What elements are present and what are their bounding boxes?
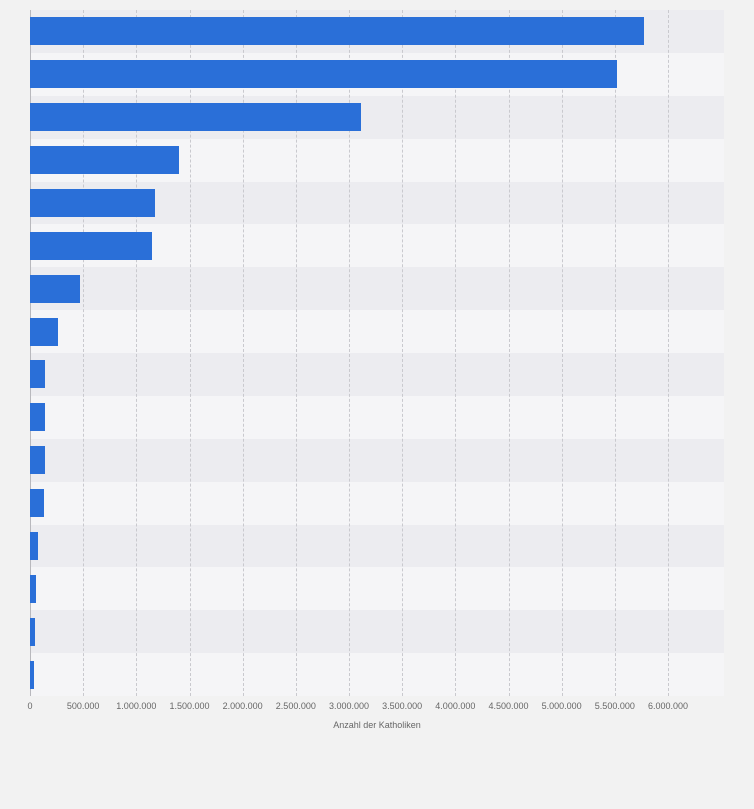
bar[interactable] — [30, 531, 38, 560]
x-tick-label: 2.000.000 — [222, 701, 263, 711]
bar[interactable] — [30, 489, 44, 518]
bar[interactable] — [30, 574, 36, 603]
x-tick-label: 1.500.000 — [169, 701, 210, 711]
x-tick-label: 500.000 — [66, 701, 100, 711]
gridlines — [30, 10, 724, 696]
x-tick-label: 4.000.000 — [435, 701, 476, 711]
x-tick-label: 5.000.000 — [541, 701, 582, 711]
x-tick-label: 3.000.000 — [328, 701, 370, 711]
bar[interactable] — [30, 617, 35, 646]
gridline — [83, 10, 85, 696]
bar[interactable] — [30, 446, 46, 475]
x-tick-label: 2.500.000 — [275, 701, 316, 711]
row-stripe — [30, 567, 724, 611]
plot-area — [30, 10, 724, 696]
gridline — [349, 10, 350, 696]
row-stripe — [30, 438, 724, 482]
x-tick-label: 6.000.000 — [647, 701, 689, 711]
gridline — [136, 10, 138, 696]
row-stripe — [30, 395, 724, 439]
bar[interactable] — [30, 403, 45, 432]
bar[interactable] — [30, 146, 179, 175]
gridline — [402, 10, 404, 696]
gridline — [668, 10, 669, 696]
x-tick-label: 1.000.000 — [116, 701, 157, 711]
x-tick-label: 4.500.000 — [488, 701, 529, 711]
x-tick-label: 5.500.000 — [594, 701, 635, 711]
bar[interactable] — [30, 317, 58, 346]
gridline — [189, 10, 191, 696]
gridline — [561, 10, 563, 696]
row-stripe — [30, 267, 724, 311]
row-stripe — [30, 653, 724, 696]
bar[interactable] — [30, 103, 361, 132]
gridline — [295, 10, 297, 696]
bar[interactable] — [30, 360, 45, 389]
gridline — [614, 10, 616, 696]
x-tick-label: 0 — [27, 701, 33, 711]
gridline — [242, 10, 244, 696]
row-stripe — [30, 353, 724, 396]
bar[interactable] — [30, 188, 156, 217]
x-axis-label: Anzahl der Katholiken — [333, 720, 421, 730]
gridline — [508, 10, 510, 696]
bars-layer — [30, 10, 724, 696]
bar[interactable] — [30, 660, 34, 689]
bar[interactable] — [30, 274, 80, 303]
x-axis-ticks: 0 500.000 1.000.000 1.500.000 2.000.000 2.500… — [27, 701, 724, 715]
y-axis-line — [30, 10, 31, 696]
row-stripe — [30, 524, 724, 568]
bar[interactable] — [30, 60, 617, 89]
row-stripe — [30, 610, 724, 654]
row-stripe — [30, 481, 724, 525]
gridline — [455, 10, 457, 696]
bar[interactable] — [30, 231, 153, 260]
bar[interactable] — [30, 17, 644, 46]
row-stripe — [30, 310, 724, 353]
x-tick-label: 3.500.000 — [382, 701, 423, 711]
